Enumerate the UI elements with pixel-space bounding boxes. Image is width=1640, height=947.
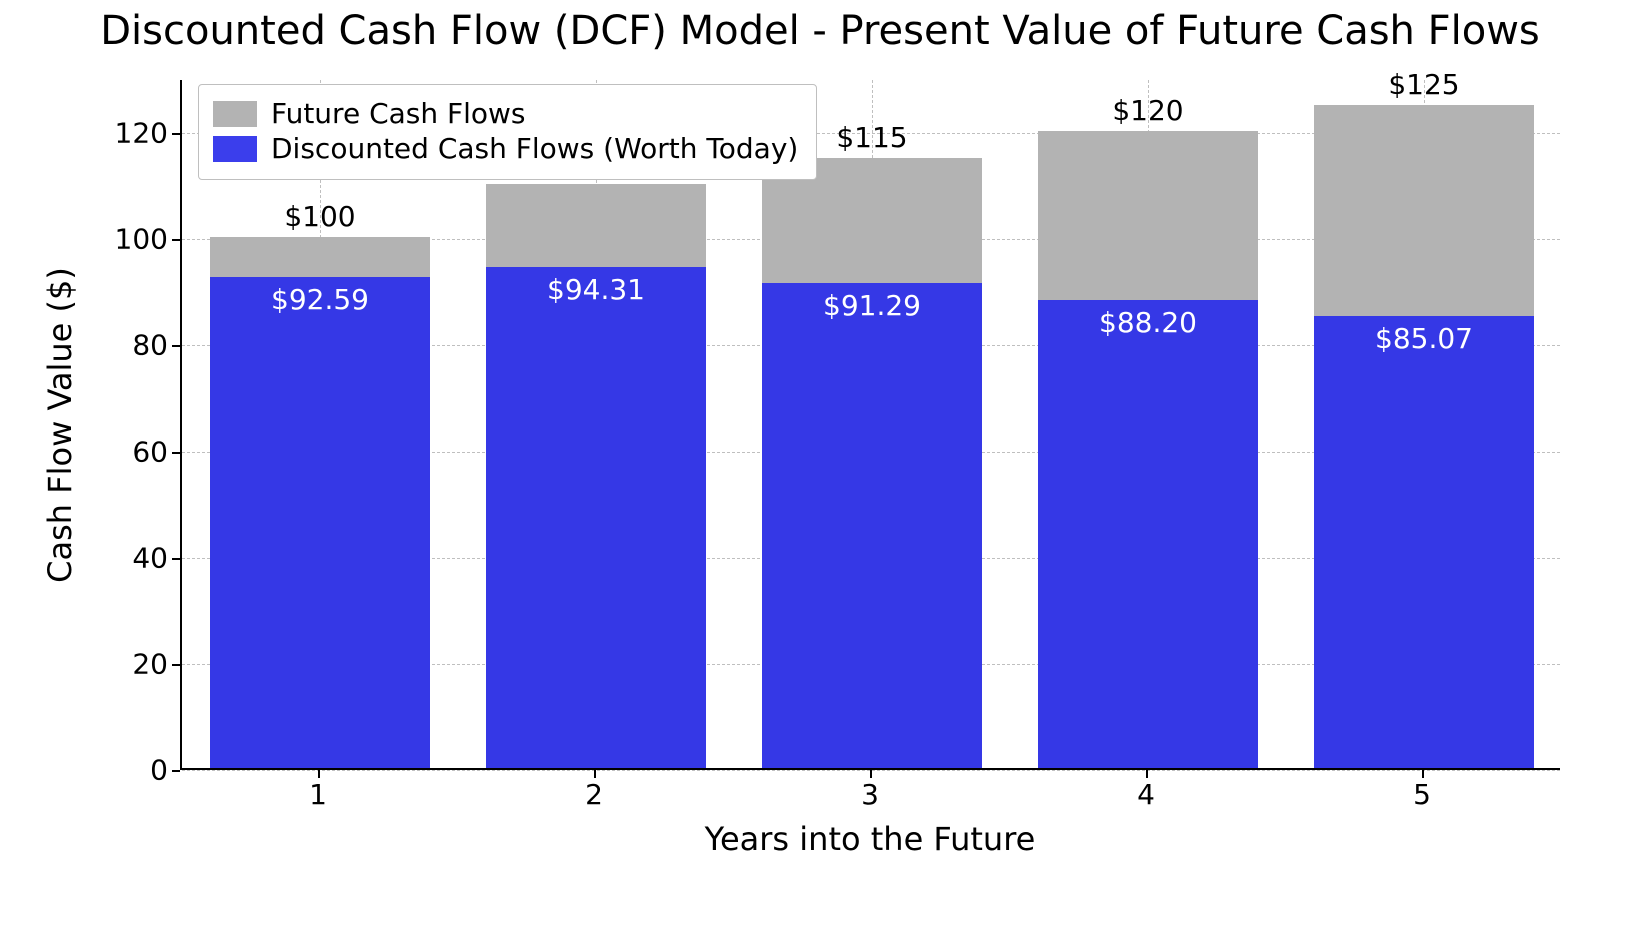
xtick-mark [870, 770, 872, 778]
legend-swatch-discounted [213, 136, 257, 162]
legend-label-discounted: Discounted Cash Flows (Worth Today) [271, 132, 798, 165]
bar-discounted [1314, 316, 1535, 768]
bar-value-future: $100 [284, 200, 355, 233]
xtick-label: 5 [1413, 778, 1431, 811]
ytick-label: 120 [115, 117, 168, 150]
bar-value-discounted: $92.59 [271, 283, 369, 316]
chart-title: Discounted Cash Flow (DCF) Model - Prese… [0, 8, 1640, 54]
bar-value-discounted: $85.07 [1375, 322, 1473, 355]
ytick-mark [172, 664, 180, 666]
legend-item-discounted: Discounted Cash Flows (Worth Today) [213, 132, 798, 165]
xtick-label: 4 [1137, 778, 1155, 811]
x-axis-label: Years into the Future [705, 820, 1036, 858]
bar-value-discounted: $94.31 [547, 273, 645, 306]
ytick-mark [172, 770, 180, 772]
xtick-mark [1422, 770, 1424, 778]
ytick-label: 40 [132, 541, 168, 574]
xtick-label: 2 [585, 778, 603, 811]
xtick-mark [1146, 770, 1148, 778]
bar-value-future: $120 [1112, 94, 1183, 127]
ytick-label: 20 [132, 647, 168, 680]
bar-discounted [210, 277, 431, 768]
plot-area: $100$92.59$110$94.31$115$91.29$120$88.20… [180, 80, 1560, 770]
ytick-label: 60 [132, 435, 168, 468]
ytick-mark [172, 345, 180, 347]
ytick-label: 80 [132, 329, 168, 362]
legend: Future Cash Flows Discounted Cash Flows … [198, 84, 817, 180]
ytick-mark [172, 558, 180, 560]
bar-value-discounted: $91.29 [823, 289, 921, 322]
y-axis-label: Cash Flow Value ($) [41, 267, 79, 583]
ytick-label: 100 [115, 223, 168, 256]
bar-value-discounted: $88.20 [1099, 306, 1197, 339]
xtick-mark [594, 770, 596, 778]
ytick-mark [172, 133, 180, 135]
xtick-label: 3 [861, 778, 879, 811]
bar-discounted [1038, 300, 1259, 768]
legend-label-future: Future Cash Flows [271, 97, 526, 130]
bar-discounted [762, 283, 983, 768]
legend-item-future: Future Cash Flows [213, 97, 798, 130]
xtick-mark [318, 770, 320, 778]
xtick-label: 1 [309, 778, 327, 811]
dcf-chart: Discounted Cash Flow (DCF) Model - Prese… [0, 0, 1640, 947]
bar-value-future: $125 [1388, 68, 1459, 101]
bar-discounted [486, 267, 707, 768]
ytick-mark [172, 452, 180, 454]
legend-swatch-future [213, 101, 257, 127]
bar-value-future: $115 [836, 121, 907, 154]
ytick-label: 0 [150, 754, 168, 787]
ytick-mark [172, 239, 180, 241]
